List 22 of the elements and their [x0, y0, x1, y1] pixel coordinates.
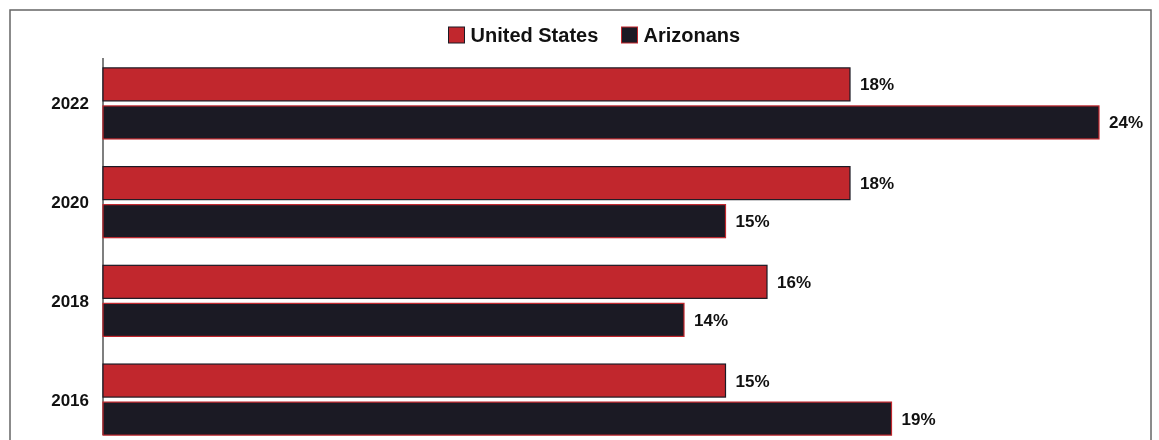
data-label: 18%	[860, 174, 895, 194]
bar	[102, 401, 893, 436]
data-label: 24%	[1109, 113, 1144, 133]
y-tick-label: 2020	[51, 193, 89, 213]
bar	[102, 67, 851, 102]
legend-label: Arizonans	[643, 24, 741, 46]
data-label: 18%	[860, 75, 895, 95]
bar	[102, 204, 727, 239]
bar	[102, 302, 685, 337]
bar	[102, 105, 1100, 140]
y-tick-label: 2018	[51, 291, 89, 311]
bar	[102, 363, 727, 398]
y-tick-label: 2022	[51, 94, 89, 114]
bar	[102, 264, 768, 299]
y-tick-label: 2016	[51, 390, 89, 410]
data-label: 15%	[735, 371, 770, 391]
data-label: 15%	[735, 212, 770, 232]
legend-label: United States	[470, 24, 599, 46]
data-label: 14%	[694, 310, 729, 330]
data-label: 16%	[777, 272, 812, 292]
bar	[102, 166, 851, 201]
data-label: 19%	[901, 409, 936, 429]
